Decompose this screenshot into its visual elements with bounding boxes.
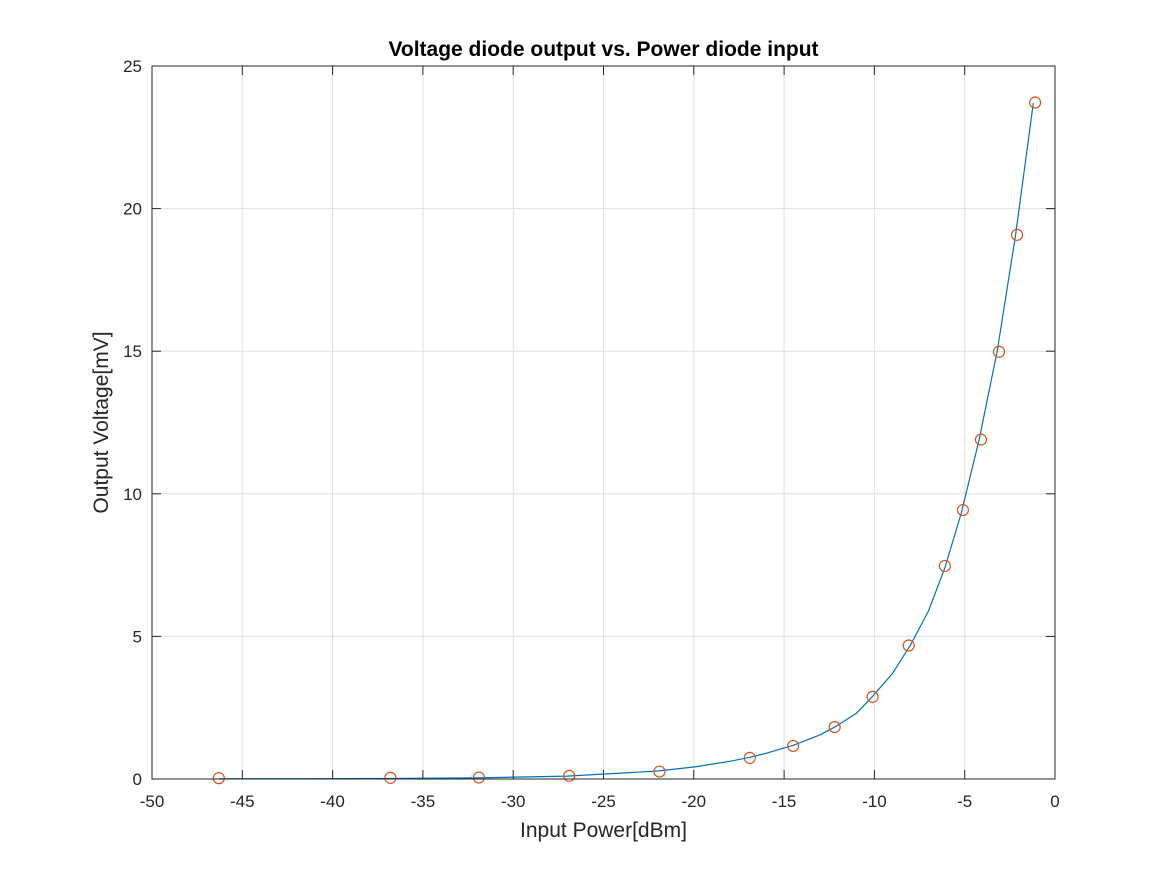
chart-title: Voltage diode output vs. Power diode inp… xyxy=(388,38,818,61)
x-tick-label: 0 xyxy=(1050,792,1059,811)
x-tick-label: -50 xyxy=(140,792,165,811)
x-tick-label: -5 xyxy=(957,792,972,811)
y-tick-label: 0 xyxy=(133,770,142,789)
x-tick-label: -35 xyxy=(411,792,436,811)
measured-point-marker xyxy=(938,559,951,573)
y-axis-label: Output Voltage[mV] xyxy=(90,331,113,513)
measured-point-marker xyxy=(992,345,1006,358)
y-tick-label: 20 xyxy=(123,200,142,219)
measured-point-marker xyxy=(866,690,879,703)
y-tick-label: 5 xyxy=(133,627,142,646)
measured-point-marker xyxy=(743,751,756,764)
measured-point-marker xyxy=(1010,228,1024,241)
measured-point-marker xyxy=(472,771,485,784)
x-axis-label: Input Power[dBm] xyxy=(520,819,687,842)
measured-point-marker xyxy=(384,771,397,784)
measured-point-marker xyxy=(1029,96,1042,109)
x-tick-label: -30 xyxy=(501,792,526,811)
x-tick-label: -45 xyxy=(230,792,255,811)
x-tick-label: -15 xyxy=(772,792,797,811)
x-tick-label: -10 xyxy=(862,792,887,811)
grid xyxy=(152,66,1055,779)
y-tick-label: 25 xyxy=(123,57,142,76)
y-tick-label: 15 xyxy=(123,342,142,361)
x-tick-label: -20 xyxy=(682,792,707,811)
measured-point-marker xyxy=(563,769,576,782)
data-layer xyxy=(212,96,1042,785)
measured-point-marker xyxy=(956,503,969,517)
x-tick-label: -40 xyxy=(320,792,345,811)
measured-point-marker xyxy=(787,739,800,753)
y-tick-label: 10 xyxy=(123,485,142,504)
measured-point-marker xyxy=(212,772,225,785)
measured-point-marker xyxy=(828,720,841,734)
measured-point-marker xyxy=(974,433,988,446)
measured-point-marker xyxy=(902,639,915,652)
measured-point-marker xyxy=(653,765,666,778)
fit-curve-line xyxy=(218,102,1034,780)
x-tick-label: -25 xyxy=(591,792,616,811)
